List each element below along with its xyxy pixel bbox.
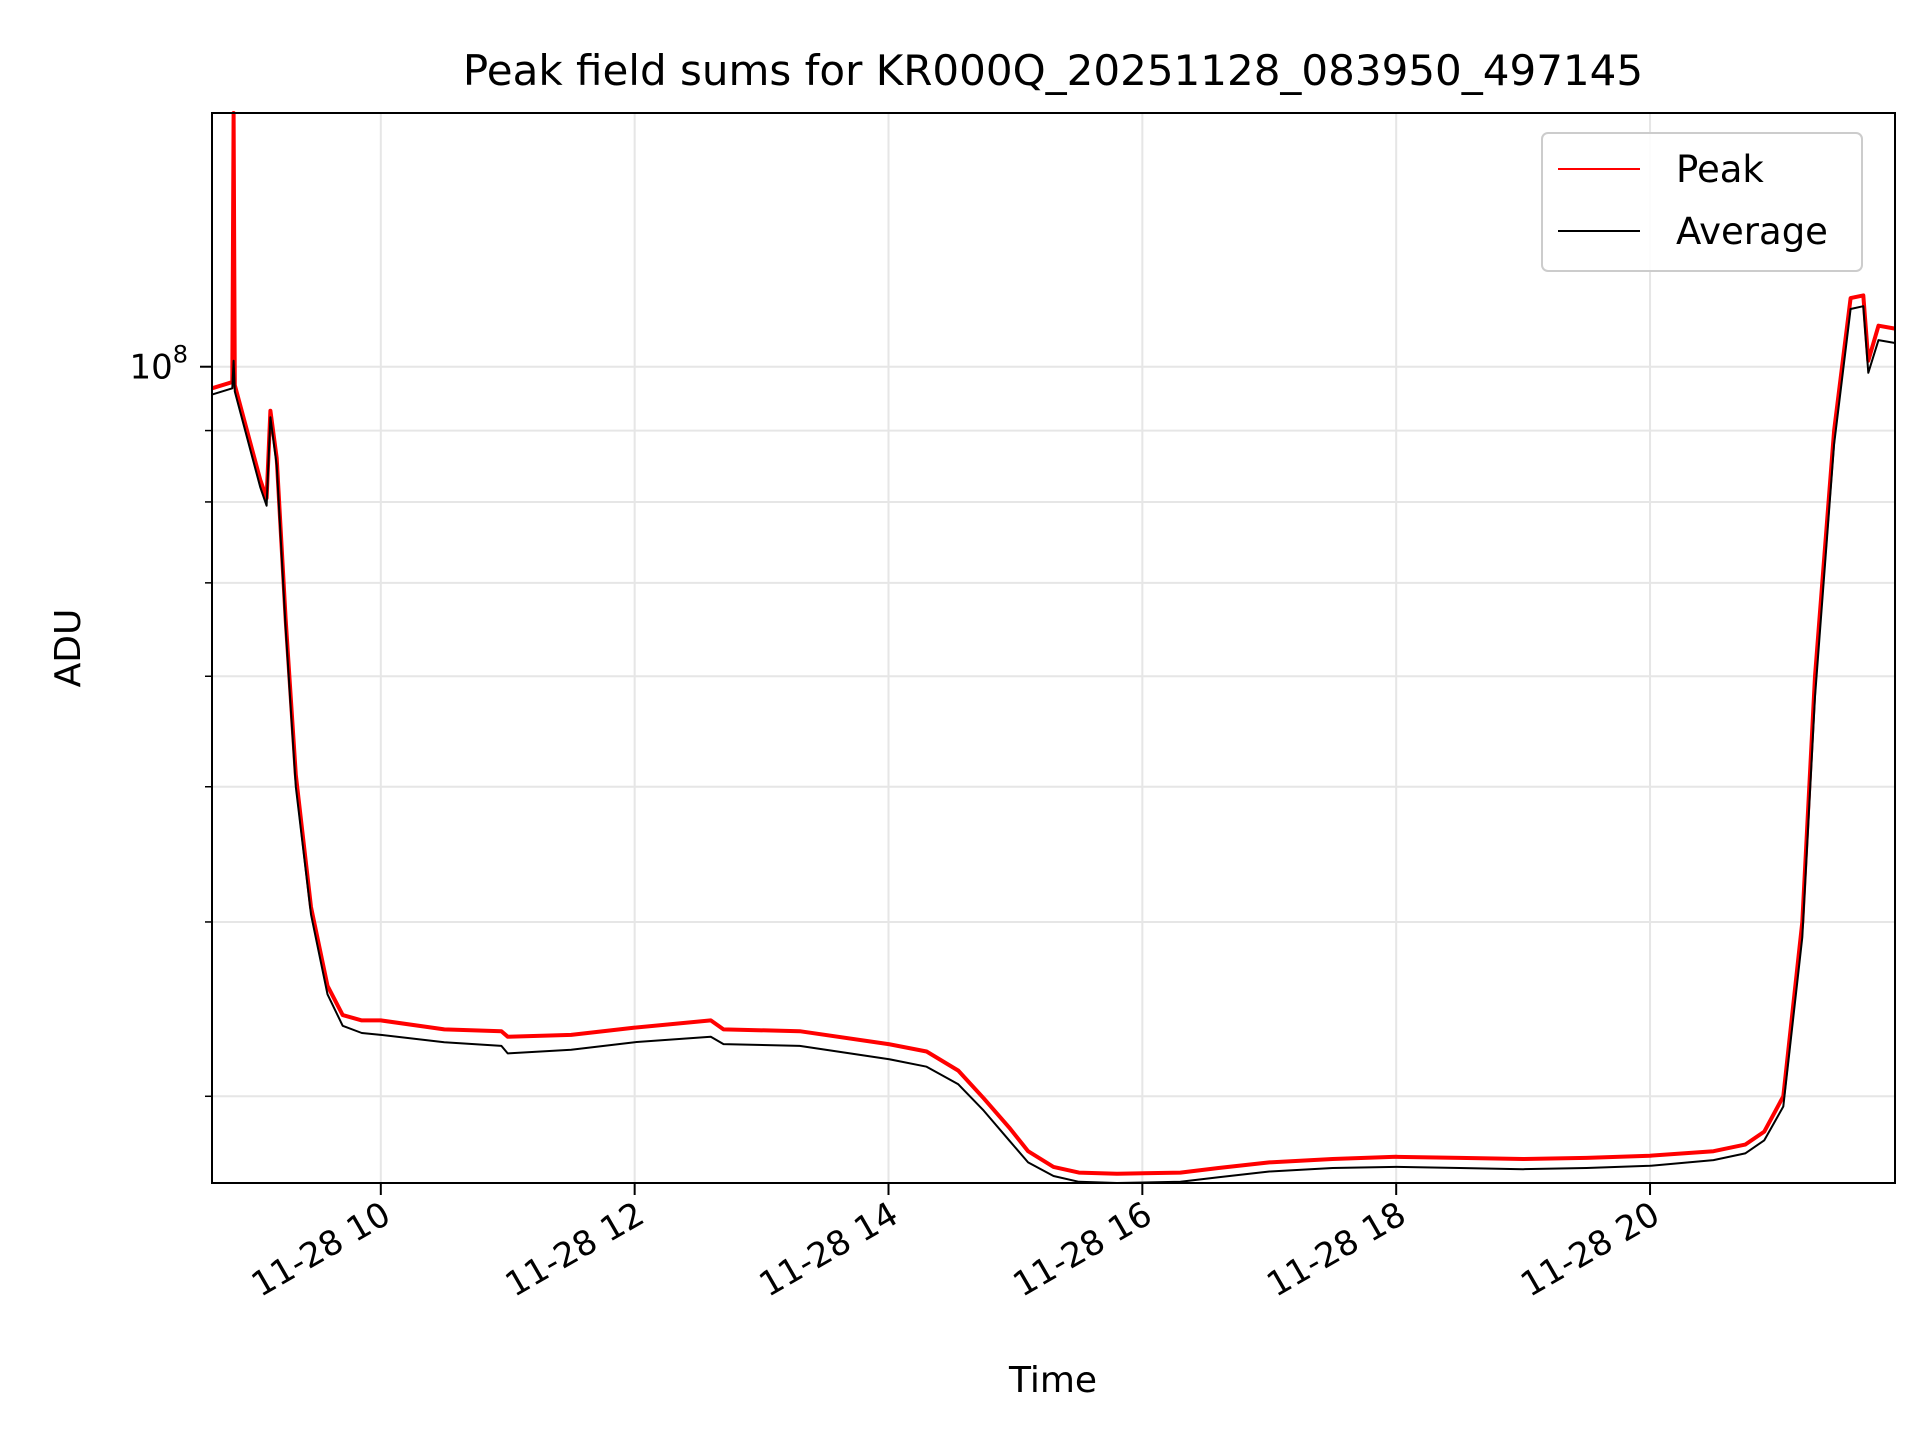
legend: Peak Average	[1541, 132, 1863, 272]
legend-peak-label: Peak	[1676, 148, 1764, 191]
y-tick-label: 108	[129, 341, 188, 388]
y-tick-label-exponent: 8	[173, 341, 188, 369]
legend-average-label: Average	[1676, 210, 1828, 253]
y-tick-label-base: 10	[129, 348, 172, 388]
x-axis-label: Time	[1008, 1360, 1097, 1401]
plot-frame	[211, 112, 1896, 1184]
series-line-average	[211, 305, 1896, 1184]
legend-box	[1541, 132, 1863, 272]
y-axis-label: ADU	[48, 609, 89, 688]
chart-title: Peak field sums for KR000Q_20251128_0839…	[463, 46, 1643, 95]
plot-lines	[211, 111, 1896, 1184]
grid	[212, 113, 1895, 1183]
